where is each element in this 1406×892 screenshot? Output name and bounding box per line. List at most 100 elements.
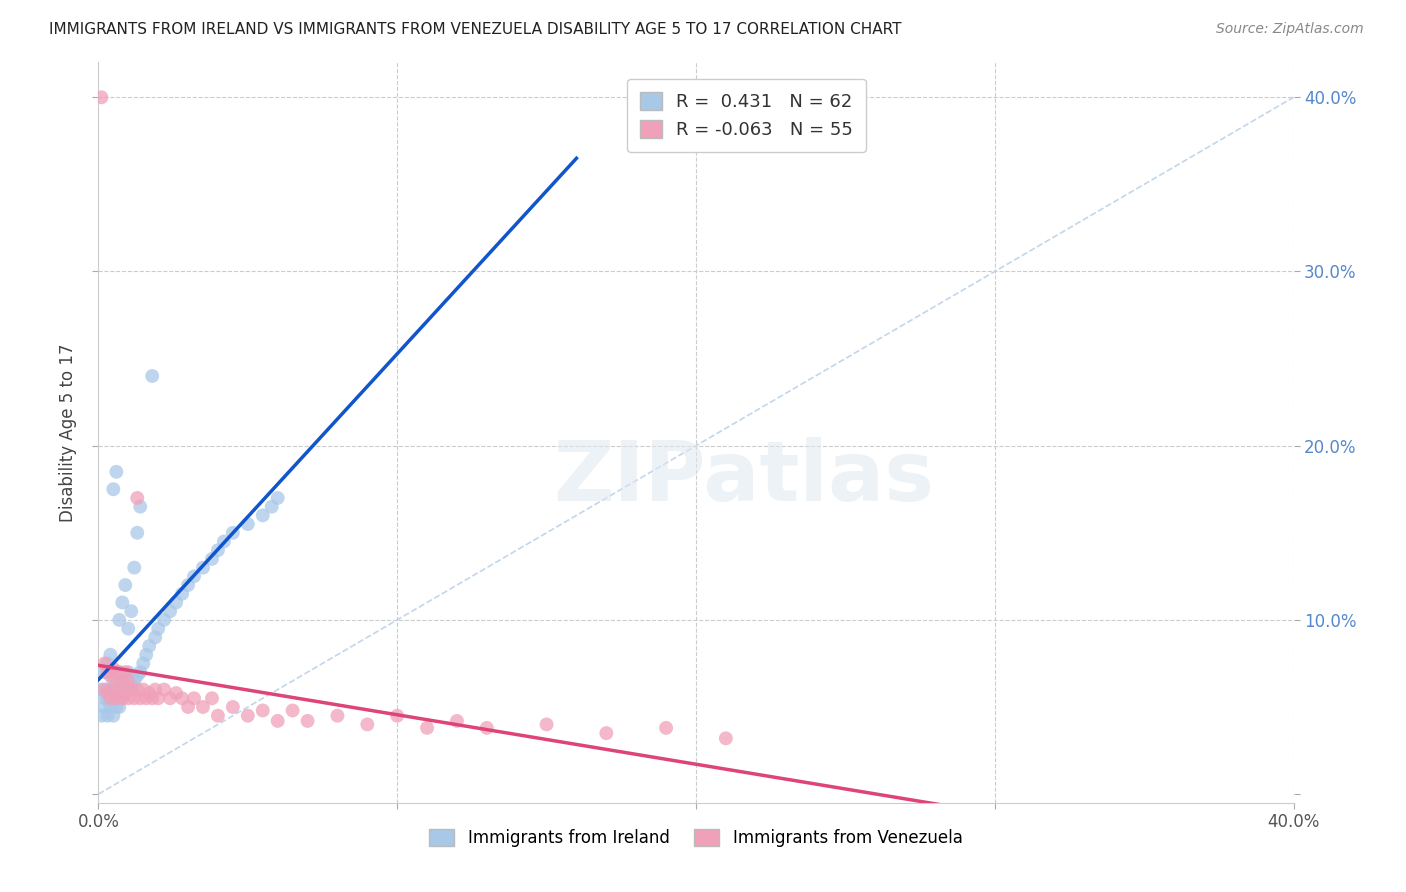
Point (148, 691, 170, 706)
Point (124, 673, 146, 688)
Point (98, 700, 122, 714)
Point (90, 682, 112, 697)
Point (127, 491, 149, 505)
Point (177, 700, 200, 714)
Point (222, 700, 245, 714)
Point (172, 587, 194, 601)
Point (595, 726, 617, 740)
Point (143, 630, 166, 644)
Point (105, 465, 128, 479)
Text: IMMIGRANTS FROM IRELAND VS IMMIGRANTS FROM VENEZUELA DISABILITY AGE 5 TO 17 CORR: IMMIGRANTS FROM IRELAND VS IMMIGRANTS FR… (49, 22, 901, 37)
Point (129, 665, 152, 680)
Text: Source: ZipAtlas.com: Source: ZipAtlas.com (1216, 22, 1364, 37)
Point (90, 708, 112, 723)
Point (446, 714, 468, 728)
Point (120, 682, 142, 697)
Point (117, 622, 139, 636)
Point (222, 525, 245, 540)
Point (117, 682, 139, 697)
Point (141, 691, 163, 706)
Point (267, 714, 290, 728)
Point (105, 691, 128, 706)
Point (117, 665, 139, 680)
Point (138, 686, 160, 700)
Point (108, 665, 131, 680)
Point (153, 613, 176, 627)
Point (236, 708, 259, 723)
Point (96, 682, 118, 697)
Point (103, 482, 125, 496)
Point (165, 686, 187, 700)
Point (127, 668, 149, 682)
Point (98, 668, 122, 682)
Point (201, 552, 224, 566)
Point (93, 657, 115, 671)
Point (103, 662, 125, 676)
Point (475, 721, 498, 735)
Point (111, 691, 134, 706)
Point (105, 700, 128, 714)
Legend: Immigrants from Ireland, Immigrants from Venezuela: Immigrants from Ireland, Immigrants from… (419, 819, 973, 857)
Point (207, 543, 229, 558)
Point (96, 657, 118, 671)
Point (105, 673, 128, 688)
Point (655, 721, 678, 735)
Point (177, 578, 200, 592)
Point (124, 560, 146, 574)
Point (129, 500, 152, 514)
Point (135, 648, 157, 662)
Point (103, 708, 125, 723)
Point (111, 595, 134, 609)
Point (108, 700, 131, 714)
Point (114, 668, 136, 682)
Point (165, 595, 187, 609)
Point (536, 717, 558, 731)
Point (201, 691, 224, 706)
Point (260, 500, 283, 514)
Point (114, 665, 136, 680)
Point (714, 731, 737, 746)
Point (96, 686, 118, 700)
Point (127, 525, 149, 540)
Point (90, 90, 112, 104)
Point (98, 648, 122, 662)
Point (108, 686, 131, 700)
Point (117, 673, 139, 688)
Point (135, 691, 157, 706)
Point (111, 673, 134, 688)
Point (191, 700, 214, 714)
Point (103, 691, 125, 706)
Point (108, 613, 131, 627)
Point (93, 691, 115, 706)
Point (105, 682, 128, 697)
Point (127, 682, 149, 697)
Point (281, 703, 304, 717)
Point (129, 691, 152, 706)
Point (93, 700, 115, 714)
Point (148, 622, 170, 636)
Point (252, 703, 274, 717)
Point (138, 639, 160, 653)
Point (120, 679, 142, 693)
Point (111, 691, 134, 706)
Point (252, 508, 274, 523)
Point (236, 517, 259, 532)
Point (297, 714, 319, 728)
Point (114, 578, 136, 592)
Point (111, 673, 134, 688)
Point (416, 721, 439, 735)
Point (108, 665, 131, 680)
Point (183, 569, 205, 583)
Point (93, 682, 115, 697)
Point (183, 691, 205, 706)
Point (159, 691, 181, 706)
Point (103, 673, 125, 688)
Point (124, 691, 146, 706)
Point (96, 665, 118, 680)
Point (356, 717, 378, 731)
Point (153, 682, 176, 697)
Point (117, 691, 139, 706)
Point (132, 682, 155, 697)
Point (141, 369, 163, 384)
Point (132, 657, 155, 671)
